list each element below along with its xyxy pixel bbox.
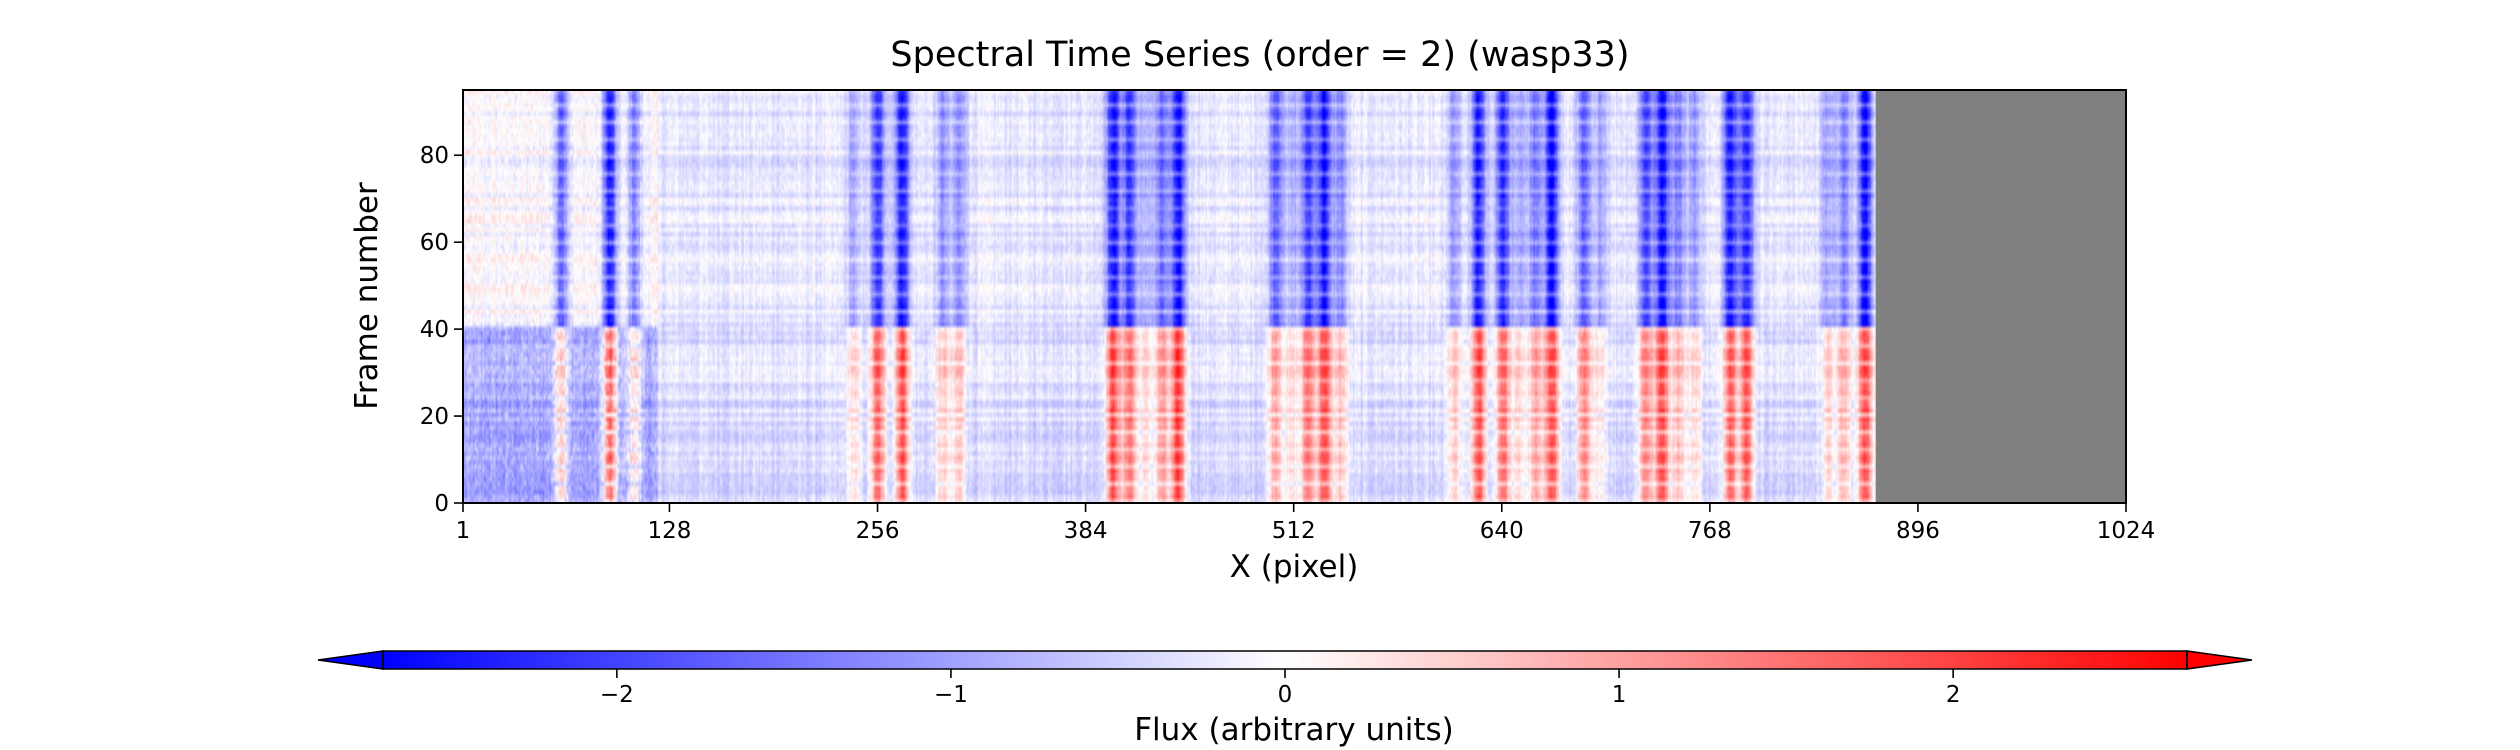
x-tick-label: 512	[1272, 518, 1316, 544]
y-tick-label: 20	[420, 404, 449, 430]
colorbar-ticks: −2 −1 0 1 2	[600, 669, 1961, 708]
chart-title: Spectral Time Series (order = 2) (wasp33…	[890, 35, 1629, 75]
colorbar-label: Flux (arbitrary units)	[1134, 712, 1454, 748]
colorbar-tick-label: 0	[1278, 682, 1293, 708]
y-tick-label: 80	[420, 143, 449, 169]
heatmap-area	[462, 89, 2127, 504]
colorbar-tick-label: −2	[600, 682, 634, 708]
y-tick-label: 40	[420, 317, 449, 343]
x-axis-label: X (pixel)	[1230, 549, 1359, 585]
colorbar-tick-label: −1	[934, 682, 968, 708]
x-tick-label: 896	[1896, 518, 1940, 544]
y-axis: 0 20 40 60 80	[420, 143, 463, 517]
y-tick-label: 0	[434, 491, 449, 517]
colorbar-extend-low	[317, 650, 384, 670]
masked-region	[1875, 90, 2126, 503]
x-tick-label: 1	[456, 518, 471, 544]
colorbar-tick-label: 2	[1946, 682, 1961, 708]
x-tick-label: 384	[1064, 518, 1108, 544]
x-tick-label: 768	[1688, 518, 1732, 544]
x-tick-label: 256	[856, 518, 900, 544]
colorbar: −2 −1 0 1 2 Flux (arbitrary units)	[317, 650, 2253, 748]
x-axis: 1 128 256 384 512 640 768 896 1024	[456, 503, 2156, 544]
x-tick-label: 1024	[2097, 518, 2156, 544]
y-axis-label: Frame number	[349, 182, 385, 410]
x-tick-label: 128	[647, 518, 691, 544]
y-tick-label: 60	[420, 230, 449, 256]
heatmap-image	[463, 90, 1876, 503]
colorbar-tick-label: 1	[1612, 682, 1627, 708]
colorbar-extend-high	[2186, 650, 2253, 670]
x-tick-label: 640	[1480, 518, 1524, 544]
colorbar-gradient	[382, 650, 2188, 670]
plot-frame	[462, 89, 2127, 504]
